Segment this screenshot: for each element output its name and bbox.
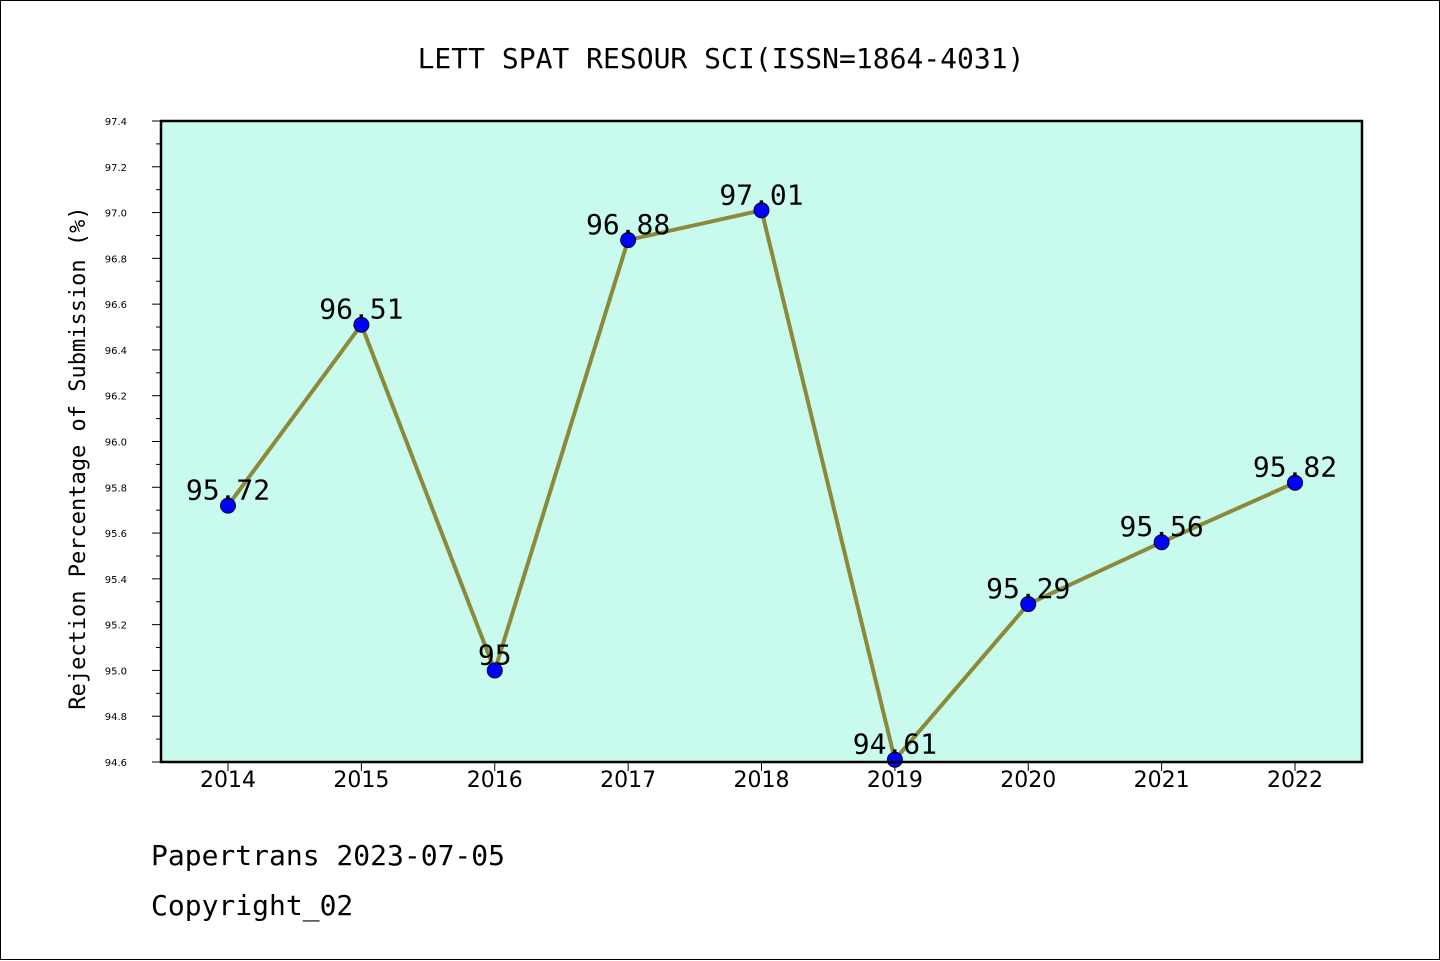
x-tick-label: 2015 [333,768,389,793]
x-tick-label: 2018 [734,768,790,793]
data-label: 95.56 [1119,510,1203,543]
data-label: 97.01 [719,178,803,211]
series-group: 95.72 96.51 95 96.88 97.01 94.61 95.29 95.56 95.… [186,178,1337,768]
data-point [886,751,903,768]
y-tick-label: 94.6 [105,758,127,769]
x-tick-label: 2017 [600,768,656,793]
data-point [1153,534,1170,551]
plot-border [159,119,1364,764]
y-axis: 94.6 94.8 95.0 95.2 95.4 95.6 95.8 96.0 96.2 96.4… [105,117,161,769]
x-tick-label: 2016 [467,768,523,793]
data-label: 96.51 [319,293,403,326]
y-tick-label: 95.4 [105,575,127,586]
data-label: 95.29 [986,572,1070,605]
x-tick-label: 2022 [1267,768,1323,793]
x-axis: 2014 2015 2016 2017 2018 2019 2020 2021 2022 [200,762,1323,793]
data-label: 95.72 [186,474,270,507]
data-point [353,316,370,333]
y-tick-label: 97.4 [105,117,127,128]
plot-area [161,121,1362,762]
y-tick-label: 94.8 [105,712,127,723]
data-point [220,497,236,514]
footer-copyright-text: Copyright_02 [151,889,353,923]
data-label: 95 [478,638,512,671]
footer-date-text: Papertrans 2023-07-05 [151,839,505,872]
data-point [486,662,503,679]
y-tick-label: 96.8 [105,254,127,265]
y-tick-label: 97.0 [105,209,127,220]
y-tick-label: 95.8 [105,483,127,494]
data-label: 95.82 [1253,451,1337,484]
y-tick-label: 95.0 [105,666,127,677]
data-label: 96.88 [586,208,670,241]
y-tick-label: 96.0 [105,438,127,449]
y-tick-label: 95.6 [105,529,127,540]
data-point [620,232,637,249]
y-axis-label: Rejection Percentage of Submission (%) [66,206,91,709]
chart-title: LETT SPAT RESOUR SCI(ISSN=1864-4031) [418,42,1025,75]
x-tick-label: 2019 [867,768,923,793]
y-tick-label: 96.2 [105,392,127,403]
y-tick-label: 96.4 [105,346,127,357]
data-point [1020,596,1037,613]
x-tick-label: 2021 [1134,768,1190,793]
y-tick-label: 96.6 [105,300,127,311]
x-tick-label: 2020 [1000,768,1056,793]
data-point [753,202,770,219]
data-point [1287,474,1303,491]
y-tick-label: 95.2 [105,621,127,632]
x-tick-label: 2014 [200,768,256,793]
y-tick-label: 97.2 [105,163,127,174]
data-label: 94.61 [853,728,937,761]
